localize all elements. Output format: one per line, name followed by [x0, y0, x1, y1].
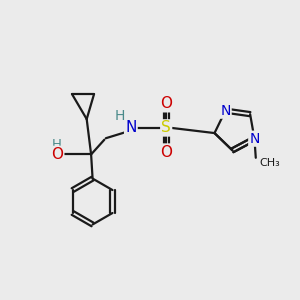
Text: O: O: [160, 145, 172, 160]
Text: O: O: [160, 96, 172, 111]
Text: N: N: [220, 104, 231, 118]
Text: N: N: [125, 120, 136, 135]
Text: H: H: [52, 138, 61, 151]
Text: H: H: [115, 109, 125, 122]
Text: CH₃: CH₃: [259, 158, 280, 168]
Text: N: N: [249, 132, 260, 146]
Text: O: O: [51, 147, 63, 162]
Text: S: S: [161, 120, 171, 135]
